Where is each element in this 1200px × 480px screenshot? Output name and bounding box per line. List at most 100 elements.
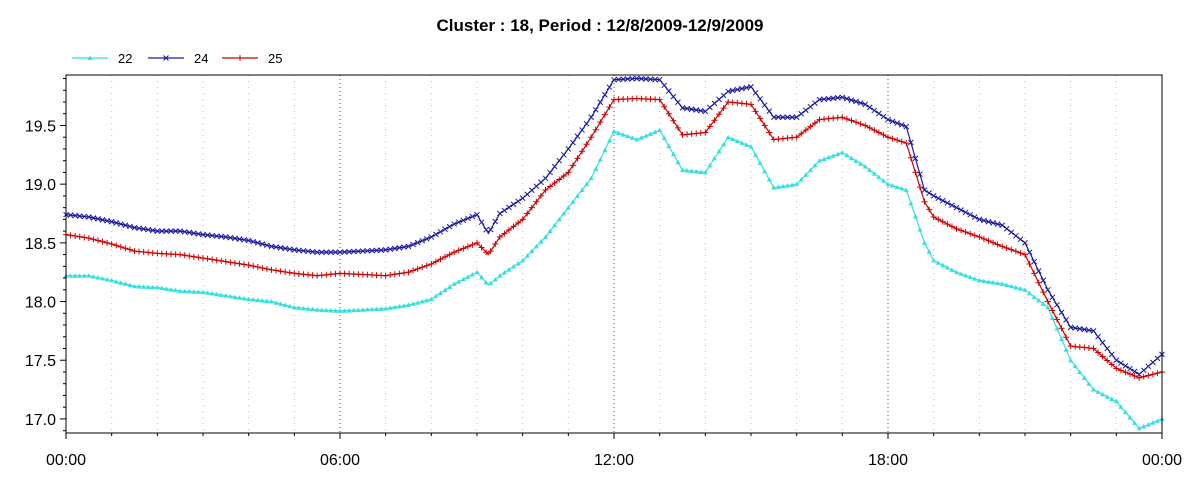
- data-point: [1131, 372, 1138, 379]
- data-point: [885, 181, 891, 187]
- data-point: [410, 301, 416, 306]
- data-point: [76, 213, 83, 219]
- data-point: [958, 207, 964, 213]
- data-point: [76, 233, 83, 240]
- data-point: [844, 95, 850, 102]
- data-point: [725, 134, 731, 140]
- x-tick-label: 00:00: [1142, 452, 1182, 469]
- data-point: [858, 161, 864, 166]
- data-point: [1063, 316, 1069, 323]
- data-point: [396, 244, 403, 251]
- data-point: [611, 76, 617, 83]
- data-point: [1099, 339, 1106, 346]
- data-point: [100, 276, 106, 281]
- data-point: [693, 107, 700, 113]
- data-point: [254, 239, 261, 246]
- data-point: [866, 104, 873, 111]
- data-point: [665, 88, 672, 94]
- data-point: [67, 232, 74, 239]
- data-point: [478, 244, 485, 251]
- data-point: [785, 183, 791, 188]
- data-point: [848, 97, 855, 103]
- data-point: [282, 245, 289, 252]
- grid: [111, 75, 1117, 433]
- data-point: [675, 99, 681, 106]
- data-point: [1104, 357, 1111, 364]
- data-point: [87, 55, 93, 60]
- data-point: [1086, 327, 1092, 334]
- data-point: [670, 93, 677, 100]
- data-point: [72, 233, 79, 240]
- data-point: [702, 129, 709, 136]
- data-point: [876, 174, 882, 180]
- data-point: [132, 283, 137, 289]
- series-line-24: [65, 77, 1163, 376]
- data-point: [533, 243, 539, 249]
- data-point: [181, 252, 188, 259]
- data-point: [268, 243, 275, 250]
- legend-label: 25: [268, 51, 282, 66]
- data-point: [469, 213, 476, 220]
- data-point: [757, 115, 764, 122]
- data-point: [807, 167, 813, 173]
- data-point: [1022, 239, 1028, 246]
- data-point: [428, 296, 434, 302]
- data-point: [707, 162, 713, 168]
- data-point: [930, 193, 937, 199]
- legend-label: 22: [118, 51, 132, 66]
- data-point: [72, 212, 78, 219]
- data-point: [213, 233, 220, 239]
- data-point: [186, 252, 193, 259]
- data-point: [661, 135, 667, 141]
- data-point: [446, 251, 453, 258]
- data-point: [195, 231, 202, 237]
- data-point: [962, 229, 969, 236]
- data-point: [191, 289, 197, 294]
- data-point: [1017, 249, 1024, 256]
- data-point: [318, 249, 325, 256]
- data-point: [259, 241, 266, 247]
- data-point: [273, 244, 279, 250]
- data-point: [707, 104, 713, 111]
- data-point: [592, 106, 599, 113]
- data-point: [1072, 363, 1078, 369]
- data-point: [935, 195, 942, 202]
- data-point: [871, 171, 877, 176]
- data-point: [492, 241, 499, 248]
- data-point: [337, 308, 343, 313]
- data-point: [889, 135, 896, 142]
- data-point: [999, 222, 1006, 229]
- data-point: [245, 262, 252, 269]
- data-point: [474, 211, 480, 218]
- data-point: [136, 284, 142, 289]
- data-point: [396, 303, 402, 309]
- data-point: [647, 76, 654, 83]
- data-point: [565, 146, 572, 152]
- data-point: [597, 157, 603, 162]
- data-point: [341, 249, 348, 255]
- data-point: [670, 117, 677, 124]
- data-point: [1127, 365, 1133, 372]
- data-point: [515, 198, 521, 205]
- data-point: [875, 129, 882, 136]
- data-point: [615, 76, 622, 83]
- data-point: [812, 162, 818, 168]
- data-point: [606, 84, 613, 91]
- data-point: [1127, 415, 1133, 420]
- data-point: [921, 187, 928, 193]
- data-point: [177, 251, 184, 258]
- y-tick-label: 17.0: [25, 412, 56, 429]
- data-point: [1035, 279, 1042, 286]
- data-point: [766, 176, 772, 182]
- data-point: [460, 276, 466, 282]
- data-point: [296, 305, 302, 310]
- data-point: [985, 218, 992, 225]
- data-point: [406, 302, 411, 308]
- data-point: [616, 130, 622, 135]
- data-point: [798, 110, 805, 117]
- data-point: [752, 89, 759, 96]
- data-point: [930, 214, 937, 221]
- data-point: [460, 245, 467, 252]
- data-point: [761, 122, 768, 129]
- data-point: [163, 286, 169, 291]
